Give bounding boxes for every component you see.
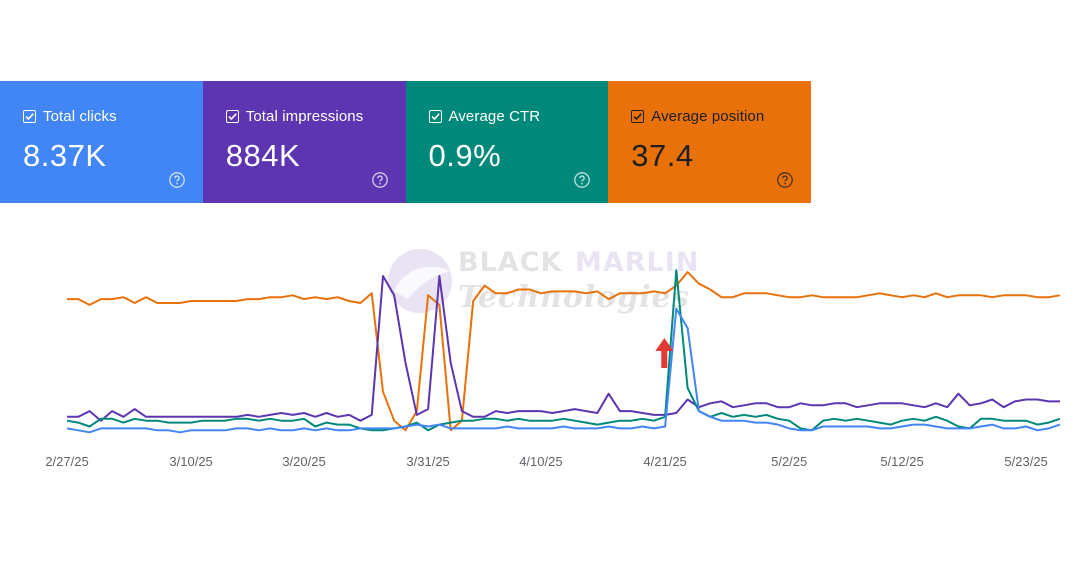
metric-card-header: Total clicks	[23, 107, 203, 125]
metric-card-impressions[interactable]: Total impressions 884K	[202, 81, 406, 203]
annotation-layer	[655, 338, 674, 368]
watermark-text-marlin: MARLIN	[575, 247, 699, 278]
metric-card-ctr[interactable]: Average CTR 0.9%	[405, 81, 609, 203]
series-line-impressions	[67, 275, 1060, 422]
series-line-ctr	[66, 269, 1061, 432]
metric-value: 8.37K	[23, 138, 107, 173]
watermark-text-black: BLACK	[458, 247, 562, 278]
x-axis: 2/27/25 3/10/25 3/20/25 3/31/25 4/10/25 4/21/…	[45, 454, 1047, 469]
x-tick-label: 3/31/25	[406, 454, 449, 469]
performance-chart: BLACK MARLIN Technologies 2/27/25 3/10/25…	[0, 235, 1080, 475]
help-icon[interactable]	[168, 171, 186, 189]
series-layer	[66, 269, 1061, 434]
metric-card-header: Average CTR	[428, 107, 609, 125]
checkbox-icon[interactable]	[428, 109, 442, 123]
checkbox-icon[interactable]	[631, 109, 645, 123]
help-icon[interactable]	[371, 171, 389, 189]
series-line-position	[67, 271, 1061, 432]
metric-label: Total clicks	[43, 107, 117, 125]
metric-value: 0.9%	[428, 138, 502, 173]
x-tick-label: 3/20/25	[282, 454, 325, 469]
metric-value: 884K	[225, 138, 301, 173]
x-tick-label: 5/23/25	[1004, 454, 1047, 469]
metric-label: Average CTR	[448, 107, 541, 125]
checkbox-icon[interactable]	[225, 109, 239, 123]
metric-card-header: Total impressions	[225, 107, 406, 125]
metric-card-header: Average position	[631, 107, 811, 125]
metric-label: Total impressions	[245, 107, 364, 125]
red-up-arrow-icon	[655, 338, 674, 368]
checkbox-icon[interactable]	[23, 109, 36, 123]
x-tick-label: 5/12/25	[880, 454, 923, 469]
help-icon[interactable]	[776, 171, 794, 189]
x-tick-label: 4/21/25	[643, 454, 686, 469]
watermark-marlin-icon	[388, 249, 452, 313]
x-tick-label: 3/10/25	[169, 454, 212, 469]
series-line-clicks	[66, 307, 1061, 434]
help-icon[interactable]	[573, 171, 591, 189]
watermark-fin-shape	[394, 266, 450, 299]
metric-label: Average position	[651, 107, 765, 125]
x-tick-label: 4/10/25	[519, 454, 562, 469]
x-tick-label: 2/27/25	[45, 454, 88, 469]
metric-cards: Total clicks 8.37K Total impressions 884…	[0, 81, 811, 203]
metric-card-clicks[interactable]: Total clicks 8.37K	[0, 81, 203, 203]
watermark-logo: BLACK MARLIN Technologies	[388, 247, 699, 315]
x-tick-label: 5/2/25	[771, 454, 807, 469]
metric-card-position[interactable]: Average position 37.4	[608, 81, 811, 203]
metric-value: 37.4	[631, 138, 694, 173]
chart-svg: BLACK MARLIN Technologies 2/27/25 3/10/25…	[45, 247, 1061, 469]
watermark-text-technologies: Technologies	[458, 280, 690, 315]
